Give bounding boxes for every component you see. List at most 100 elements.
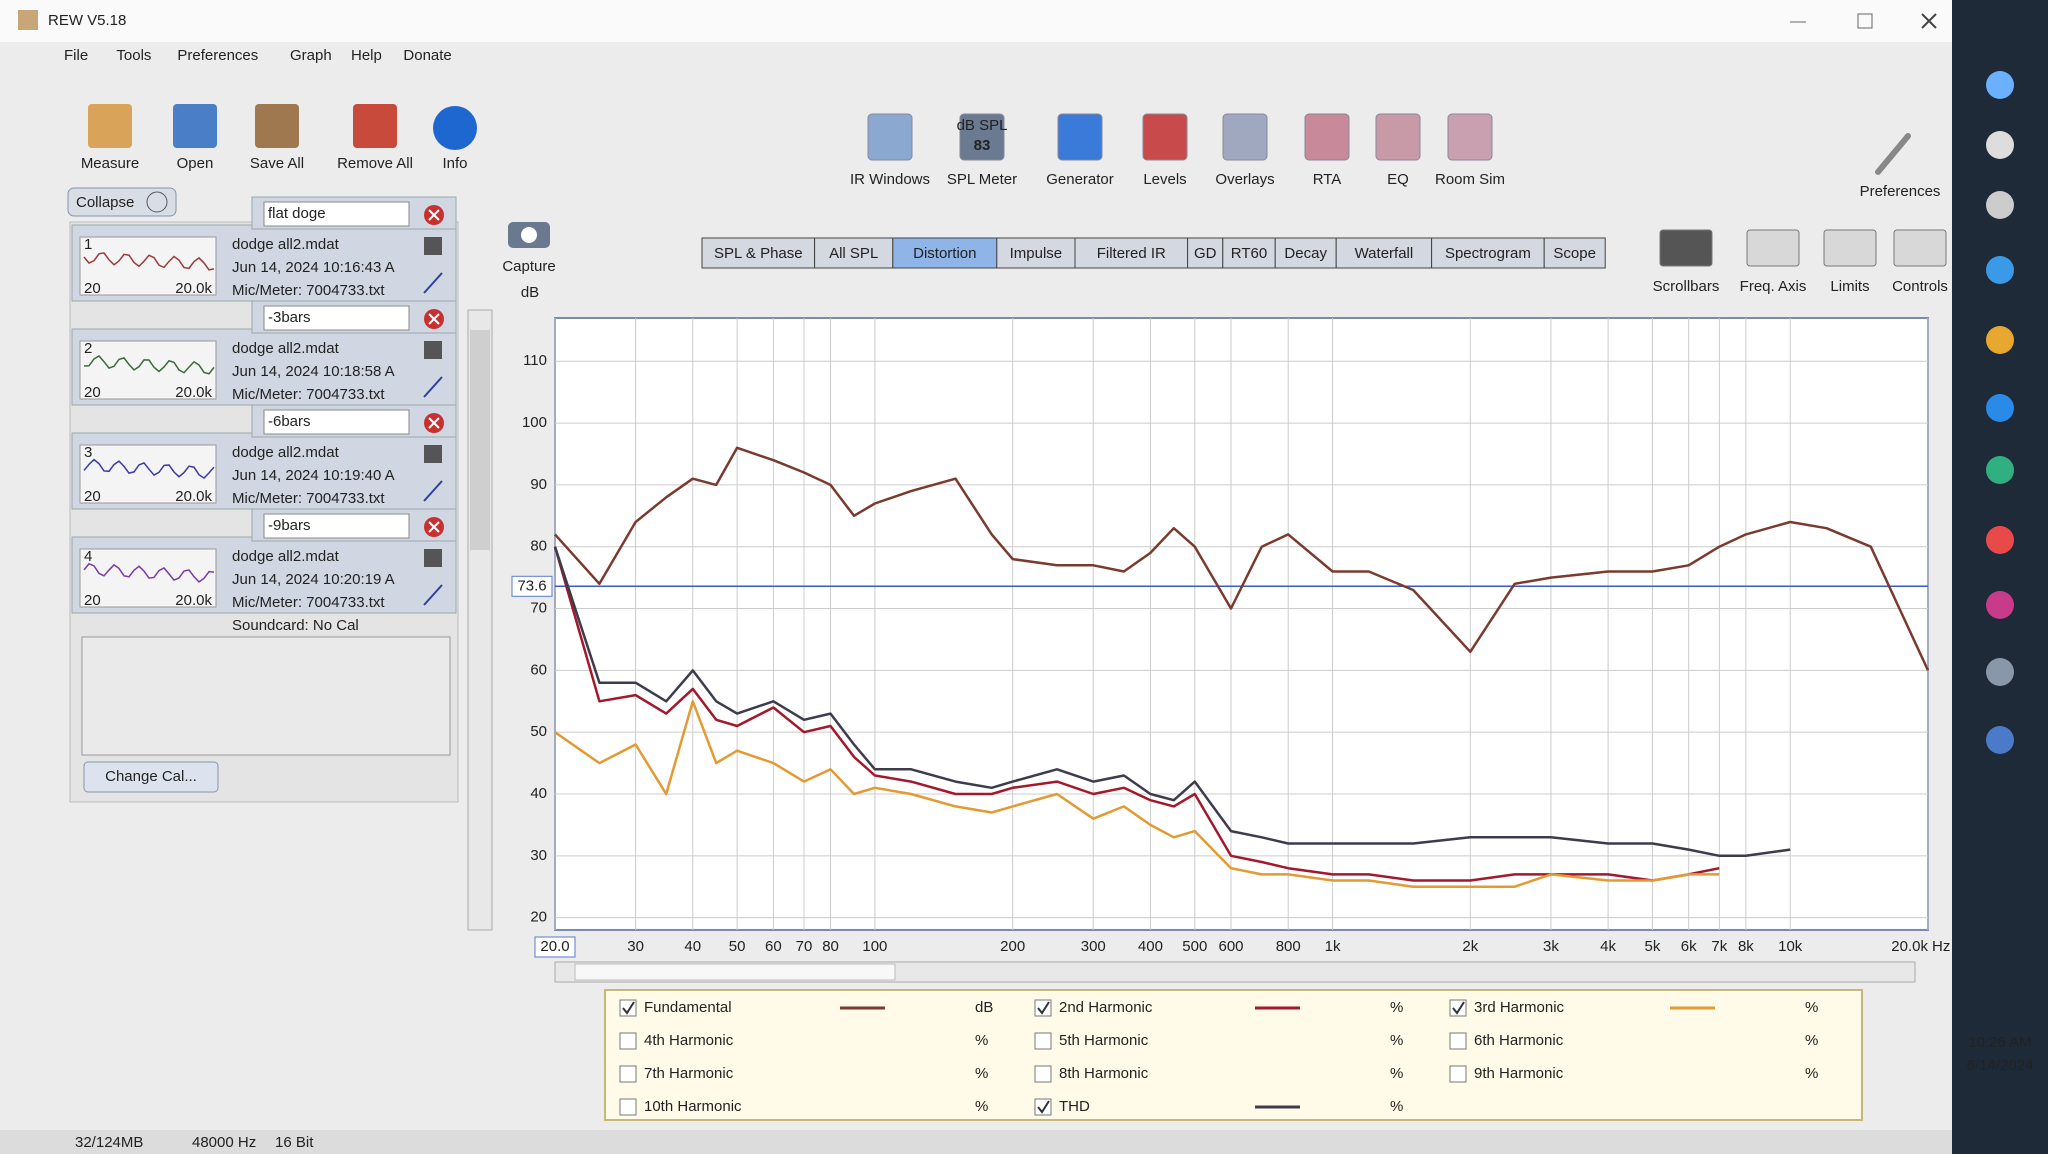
- graph-tab[interactable]: [1543, 237, 1606, 269]
- toolbar-icon[interactable]: [353, 104, 397, 148]
- toolbar-icon[interactable]: [255, 104, 299, 148]
- toolbar-icon[interactable]: [1447, 113, 1493, 161]
- menu-item[interactable]: Donate: [403, 47, 451, 64]
- taskbar-icon[interactable]: [1986, 71, 2014, 99]
- thumbnail[interactable]: [79, 444, 217, 504]
- graph-tab-label[interactable]: Waterfall: [1355, 245, 1414, 262]
- measurement-icon[interactable]: [424, 445, 442, 463]
- change-cal-label[interactable]: Change Cal...: [105, 768, 197, 785]
- collapse-button[interactable]: [67, 187, 177, 217]
- legend-label[interactable]: 8th Harmonic: [1059, 1065, 1149, 1082]
- toolbar-label[interactable]: Preferences: [1860, 183, 1941, 200]
- measurement-icon[interactable]: [423, 376, 443, 398]
- graph-tool-label[interactable]: Controls: [1892, 278, 1948, 295]
- thumbnail[interactable]: [79, 548, 217, 608]
- legend-checkbox[interactable]: [619, 1032, 637, 1050]
- toolbar-icon[interactable]: [1304, 113, 1350, 161]
- measurement-name[interactable]: -9bars: [268, 517, 311, 534]
- legend-label[interactable]: 3rd Harmonic: [1474, 999, 1565, 1016]
- graph-tab-label[interactable]: All SPL: [829, 245, 878, 262]
- close[interactable]: [1921, 13, 1937, 29]
- graph-tab[interactable]: [1335, 237, 1433, 269]
- graph-tab[interactable]: [1274, 237, 1337, 269]
- legend-checkbox[interactable]: [1449, 1065, 1467, 1083]
- graph-tab-label[interactable]: Spectrogram: [1445, 245, 1531, 262]
- graph-tab-label[interactable]: Distortion: [913, 245, 976, 262]
- toolbar-icon[interactable]: [1375, 113, 1421, 161]
- legend-label[interactable]: 2nd Harmonic: [1059, 999, 1153, 1016]
- taskbar-icon[interactable]: [1986, 131, 2014, 159]
- toolbar-icon[interactable]: [867, 113, 913, 161]
- toolbar-label[interactable]: Overlays: [1215, 171, 1274, 188]
- toolbar-label[interactable]: Open: [177, 155, 214, 172]
- measurement-icon[interactable]: [423, 480, 443, 502]
- toolbar-label[interactable]: Generator: [1046, 171, 1114, 188]
- change-cal-button[interactable]: [83, 761, 219, 793]
- v-scroll-thumb[interactable]: [470, 330, 490, 550]
- menu-item[interactable]: Preferences: [177, 47, 258, 64]
- graph-tab-label[interactable]: GD: [1194, 245, 1217, 262]
- toolbar-label[interactable]: Info: [442, 155, 467, 172]
- toolbar-label[interactable]: RTA: [1313, 171, 1342, 188]
- measurement-icon[interactable]: [423, 272, 443, 294]
- maximize[interactable]: [1857, 13, 1873, 29]
- capture-label[interactable]: Capture: [502, 258, 555, 275]
- toolbar-label[interactable]: EQ: [1387, 171, 1409, 188]
- toolbar-label[interactable]: Levels: [1143, 171, 1186, 188]
- legend-label[interactable]: THD: [1059, 1098, 1090, 1115]
- graph-tool-label[interactable]: Scrollbars: [1653, 278, 1720, 295]
- name-field[interactable]: [263, 513, 410, 539]
- taskbar-icon[interactable]: [1986, 726, 2014, 754]
- graph-tab-label[interactable]: RT60: [1231, 245, 1267, 262]
- graph-tool-label[interactable]: Limits: [1830, 278, 1869, 295]
- legend-label[interactable]: 7th Harmonic: [644, 1065, 734, 1082]
- toolbar-icon[interactable]: [959, 113, 1005, 161]
- graph-tool-label[interactable]: Freq. Axis: [1740, 278, 1807, 295]
- name-field[interactable]: [263, 201, 410, 227]
- menu-item[interactable]: Help: [351, 47, 382, 64]
- toolbar-icon[interactable]: [1222, 113, 1268, 161]
- taskbar-icon[interactable]: [1986, 191, 2014, 219]
- measurement-icon[interactable]: [424, 341, 442, 359]
- graph-tab-label[interactable]: SPL & Phase: [714, 245, 803, 262]
- thumbnail[interactable]: [79, 340, 217, 400]
- graph-tab[interactable]: [814, 237, 894, 269]
- taskbar-icon[interactable]: [1986, 326, 2014, 354]
- menu-item[interactable]: Graph: [290, 47, 332, 64]
- legend-label[interactable]: 10th Harmonic: [644, 1098, 742, 1115]
- toolbar-label[interactable]: IR Windows: [850, 171, 930, 188]
- legend-checkbox[interactable]: [619, 1098, 637, 1116]
- legend-label[interactable]: 5th Harmonic: [1059, 1032, 1149, 1049]
- thumbnail[interactable]: [79, 236, 217, 296]
- graph-tool-icon[interactable]: [1823, 229, 1877, 267]
- legend-label[interactable]: 4th Harmonic: [644, 1032, 734, 1049]
- toolbar-icon[interactable]: [88, 104, 132, 148]
- toolbar-label[interactable]: Save All: [250, 155, 304, 172]
- measurement-icon[interactable]: [424, 549, 442, 567]
- menu-item[interactable]: Tools: [116, 47, 151, 64]
- name-field[interactable]: [263, 305, 410, 331]
- measurement-name[interactable]: -3bars: [268, 309, 311, 326]
- toolbar-icon[interactable]: [1142, 113, 1188, 161]
- graph-tool-icon[interactable]: [1659, 229, 1713, 267]
- toolbar-label[interactable]: Remove All: [337, 155, 413, 172]
- toolbar-icon[interactable]: [1057, 113, 1103, 161]
- graph-tool-icon[interactable]: [1893, 229, 1947, 267]
- measurement-icon[interactable]: [424, 237, 442, 255]
- graph-tab-label[interactable]: Filtered IR: [1097, 245, 1166, 262]
- taskbar-icon[interactable]: [1986, 591, 2014, 619]
- measurement-name[interactable]: flat doge: [268, 205, 326, 222]
- toolbar-label[interactable]: SPL Meter: [947, 171, 1017, 188]
- toolbar-label[interactable]: Room Sim: [1435, 171, 1505, 188]
- wrench-icon[interactable]: [1875, 133, 1911, 175]
- legend-label[interactable]: Fundamental: [644, 999, 732, 1016]
- legend-label[interactable]: 6th Harmonic: [1474, 1032, 1564, 1049]
- legend-checkbox[interactable]: [619, 1065, 637, 1083]
- graph-tab[interactable]: [1431, 237, 1545, 269]
- toolbar-icon[interactable]: [433, 106, 477, 150]
- measurement-icon[interactable]: [423, 584, 443, 606]
- name-field[interactable]: [263, 409, 410, 435]
- legend-label[interactable]: 9th Harmonic: [1474, 1065, 1564, 1082]
- legend-checkbox[interactable]: [1034, 1032, 1052, 1050]
- taskbar-icon[interactable]: [1986, 658, 2014, 686]
